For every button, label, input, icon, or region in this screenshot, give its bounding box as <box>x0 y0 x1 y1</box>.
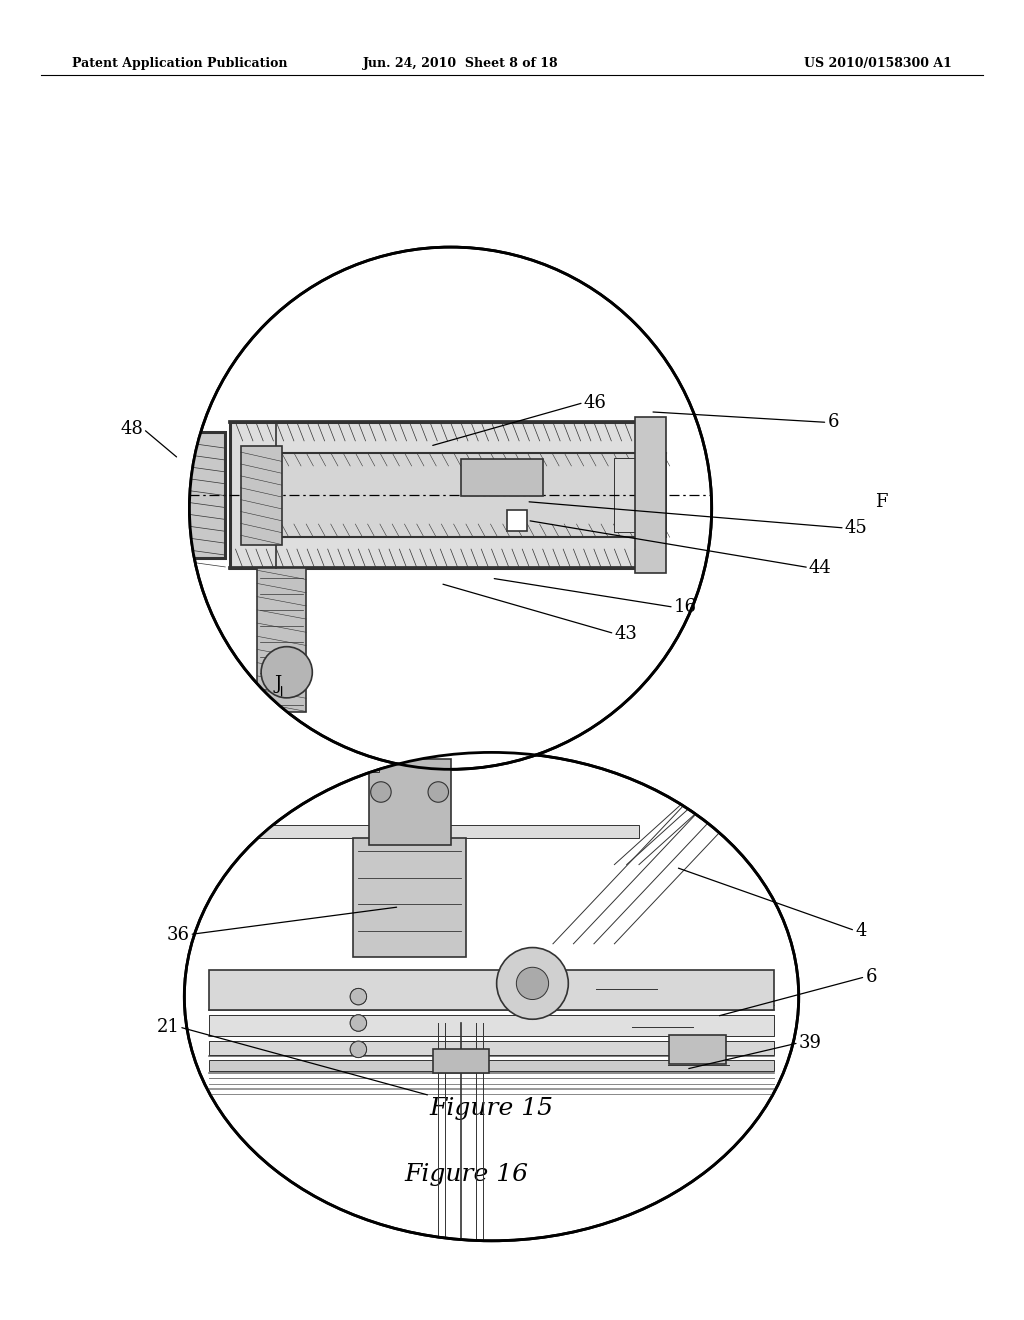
Bar <box>507 510 527 531</box>
Circle shape <box>189 247 712 770</box>
Text: 4: 4 <box>855 921 866 940</box>
Text: Jun. 24, 2010  Sheet 8 of 18: Jun. 24, 2010 Sheet 8 of 18 <box>362 57 559 70</box>
Circle shape <box>350 989 367 1005</box>
Text: J: J <box>274 675 282 693</box>
Bar <box>159 433 225 557</box>
Circle shape <box>350 989 367 1005</box>
Bar <box>257 568 306 711</box>
Circle shape <box>497 948 568 1019</box>
Bar <box>614 458 660 532</box>
Circle shape <box>350 1041 367 1057</box>
Bar <box>209 1015 774 1036</box>
Text: 39: 39 <box>799 1034 821 1052</box>
Text: 16: 16 <box>674 598 696 616</box>
Bar <box>348 719 379 772</box>
Bar <box>209 1041 774 1055</box>
Bar <box>369 759 451 845</box>
Bar <box>353 838 466 957</box>
Text: F: F <box>876 492 888 511</box>
Text: Figure 16: Figure 16 <box>403 1163 528 1187</box>
Bar <box>670 1035 725 1064</box>
Circle shape <box>350 1015 367 1031</box>
Bar <box>241 446 282 544</box>
Text: 36: 36 <box>167 925 189 944</box>
Circle shape <box>371 781 391 803</box>
Text: US 2010/0158300 A1: US 2010/0158300 A1 <box>805 57 952 70</box>
Text: 44: 44 <box>809 558 831 577</box>
Text: 48: 48 <box>121 420 143 438</box>
Text: Figure 15: Figure 15 <box>429 1097 554 1121</box>
Circle shape <box>261 647 312 698</box>
Bar <box>209 970 774 1010</box>
Bar <box>276 453 666 537</box>
Bar <box>432 1049 488 1073</box>
Text: 43: 43 <box>614 624 637 643</box>
Bar <box>230 422 650 568</box>
Text: 6: 6 <box>865 968 877 986</box>
Text: Patent Application Publication: Patent Application Publication <box>72 57 287 70</box>
Bar <box>128 459 159 531</box>
Bar <box>209 825 639 838</box>
Bar <box>209 1060 774 1071</box>
Circle shape <box>428 781 449 803</box>
Text: 21: 21 <box>157 1018 179 1036</box>
Ellipse shape <box>184 752 799 1241</box>
Text: 6: 6 <box>827 413 839 432</box>
Circle shape <box>350 1041 367 1057</box>
Circle shape <box>350 1015 367 1031</box>
Bar <box>461 459 543 496</box>
Text: 46: 46 <box>584 393 606 412</box>
Circle shape <box>516 968 549 999</box>
Bar <box>635 417 666 573</box>
Text: 45: 45 <box>845 519 867 537</box>
